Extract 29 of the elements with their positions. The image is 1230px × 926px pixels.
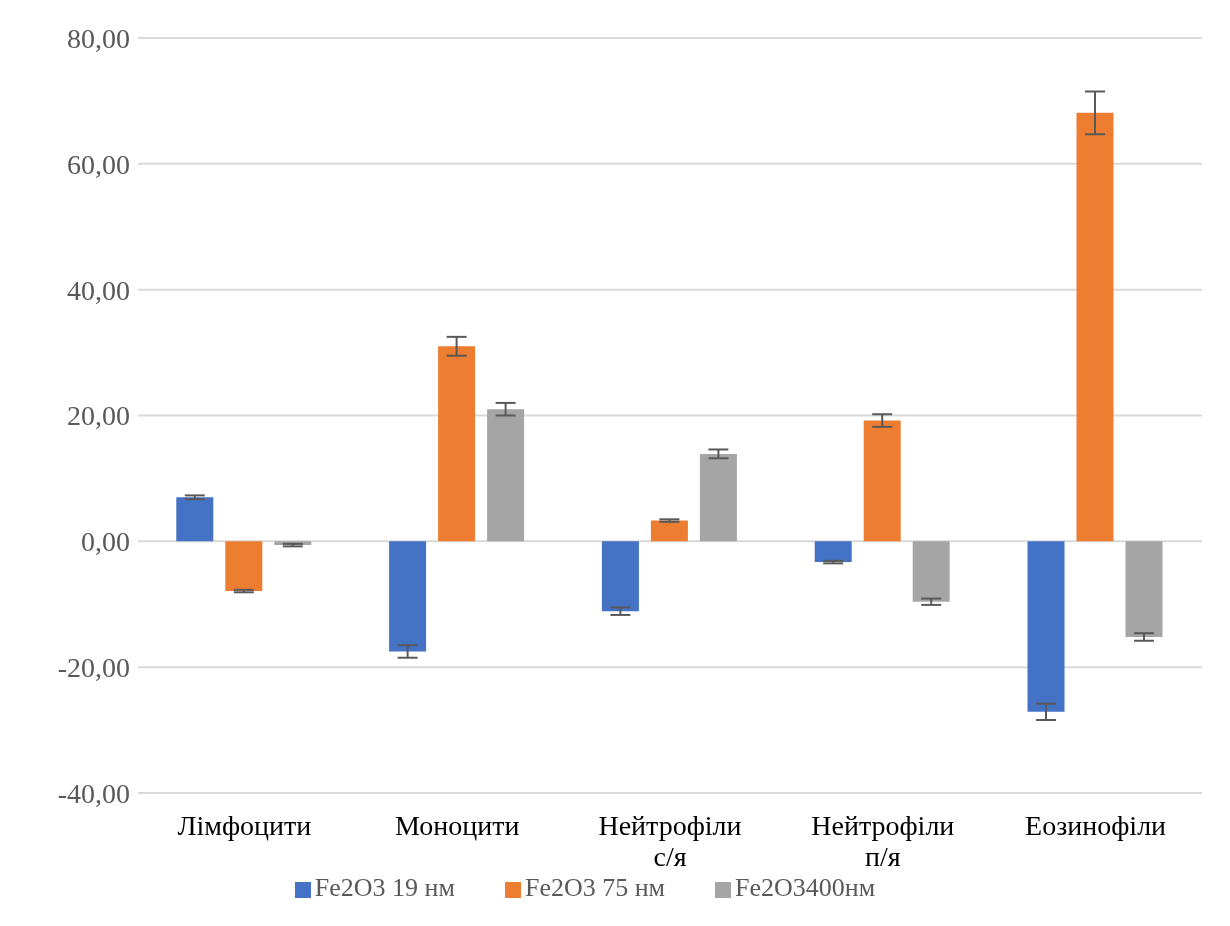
- bar: [650, 520, 688, 542]
- legend-label: Fe2O3 75 нм: [524, 873, 666, 902]
- bar: [863, 420, 901, 542]
- legend-label: Fe2O3 19 нм: [314, 873, 455, 902]
- x-tick-label: Моноцити: [395, 810, 520, 841]
- y-tick-label: -20,00: [57, 652, 130, 684]
- bar: [389, 541, 427, 652]
- y-tick-label: 0,00: [81, 526, 130, 558]
- bar: [699, 453, 737, 542]
- bar: [438, 346, 476, 542]
- bar: [912, 541, 950, 602]
- bar: [814, 541, 852, 563]
- bar: [601, 541, 639, 612]
- bar: [1027, 541, 1065, 712]
- bar: [1076, 112, 1114, 542]
- y-tick-label: -40,00: [57, 777, 130, 809]
- y-tick-label: 40,00: [67, 274, 130, 306]
- bar: [487, 409, 525, 542]
- x-tick-label: Лімфоцити: [177, 810, 312, 841]
- x-tick-label: Нейтрофіли п/я: [811, 810, 955, 872]
- y-tick-label: 80,00: [67, 22, 130, 54]
- bar: [225, 541, 263, 592]
- y-tick-label: 20,00: [67, 400, 130, 432]
- legend-label: Fe2O3400нм: [735, 873, 876, 902]
- x-tick-label: Еозинофіли: [1025, 810, 1167, 841]
- bar: [176, 497, 214, 542]
- x-tick-label: Нейтрофіли с/я: [598, 810, 742, 872]
- y-tick-label: 60,00: [67, 148, 130, 180]
- bar: [1125, 541, 1163, 637]
